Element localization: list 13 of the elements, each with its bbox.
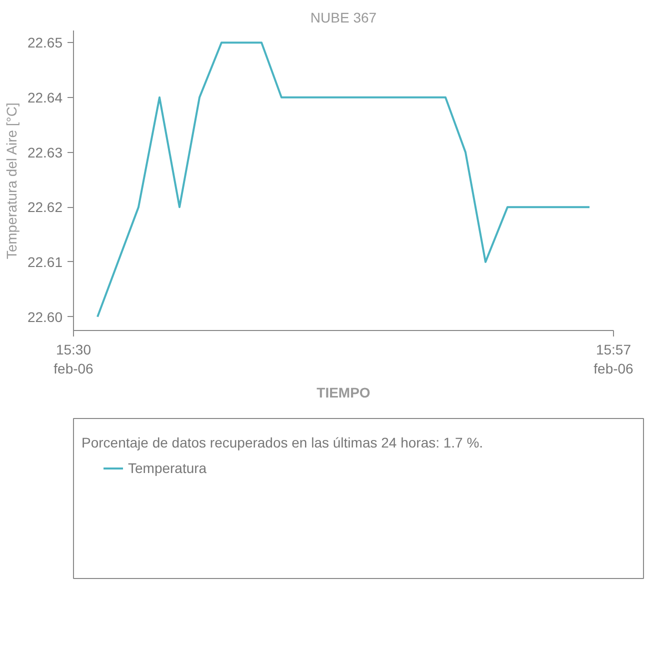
y-tick-label: 22.60: [27, 308, 63, 325]
x-tick-label: 15:57 feb-06: [594, 342, 634, 377]
y-tick-label: 22.63: [27, 144, 63, 160]
x-tick-label: 15:30 feb-06: [54, 342, 94, 377]
y-tick-label: 22.64: [27, 89, 63, 106]
y-tick-label: 22.61: [27, 254, 63, 270]
chart-title: NUBE 367: [310, 10, 377, 26]
y-axis-title: Temperatura del Aire [°C]: [3, 102, 20, 260]
legend-label: Temperatura: [128, 460, 207, 476]
text: Porcentaje de datos recuperados en las últimas 24 horas: 1.7 %.: [82, 434, 484, 450]
x-axis-title: TIEMPO: [316, 384, 370, 401]
y-tick-label: 22.62: [27, 199, 63, 216]
y-tick-label: 22.65: [27, 34, 63, 51]
